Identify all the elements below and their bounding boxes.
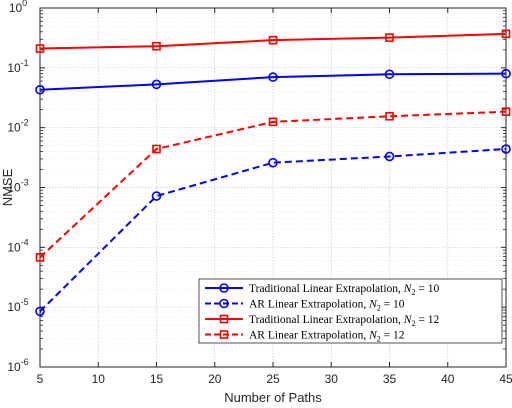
data-point-circle xyxy=(501,144,511,154)
data-point-square xyxy=(35,253,45,262)
y-axis-label: NMSE xyxy=(0,168,15,206)
data-point-square xyxy=(268,35,278,45)
legend-marker-circle xyxy=(219,298,229,309)
x-tick-label: 40 xyxy=(441,372,455,386)
y-tick-label: 10-1 xyxy=(7,58,28,75)
data-point-square xyxy=(35,44,45,53)
series-line xyxy=(39,110,507,259)
series-2 xyxy=(35,144,511,317)
y-tick-label: 10-5 xyxy=(7,297,28,314)
x-tick-label: 45 xyxy=(499,372,512,386)
series-layer xyxy=(35,29,511,317)
x-axis-label: Number of Paths xyxy=(224,390,322,405)
y-tick-labels: 10-6 10-5 10-4 10-3 10-2 10-1 100 xyxy=(7,0,28,374)
data-point-circle xyxy=(501,68,511,79)
series-1 xyxy=(35,68,511,95)
axis-ticks xyxy=(39,7,507,368)
series-3 xyxy=(35,29,511,53)
x-tick-label: 25 xyxy=(266,372,280,386)
legend-marker-circle xyxy=(219,283,229,293)
legend-label: AR Linear Extrapolation, N2 = 10 xyxy=(249,299,405,313)
y-tick-label: 100 xyxy=(9,0,27,15)
legend-box xyxy=(198,278,503,344)
legend-label: AR Linear Extrapolation, N2 = 12 xyxy=(249,330,405,344)
data-point-square xyxy=(152,144,161,154)
x-tick-label: 15 xyxy=(150,372,164,386)
legend: Traditional Linear Extrapolation, N2 = 1… xyxy=(198,278,503,344)
data-point-square xyxy=(501,107,511,116)
y-tick-label: 10-3 xyxy=(7,178,28,195)
series-line xyxy=(39,32,507,50)
data-point-square xyxy=(385,33,394,42)
data-point-circle xyxy=(35,306,45,317)
data-point-circle xyxy=(268,157,278,168)
data-point-square xyxy=(152,41,161,51)
series-4 xyxy=(35,107,511,262)
y-tick-label: 10-4 xyxy=(7,237,28,254)
data-point-circle xyxy=(384,69,395,80)
data-point-circle xyxy=(151,191,162,201)
x-tick-label: 5 xyxy=(37,372,44,386)
data-point-square xyxy=(385,111,394,121)
series-line xyxy=(39,72,507,91)
legend-marker-square xyxy=(219,330,229,339)
legend-marker-square xyxy=(219,314,229,324)
series-line xyxy=(39,148,507,313)
data-point-square xyxy=(268,117,278,127)
x-tick-label: 20 xyxy=(208,372,222,386)
data-point-square xyxy=(501,29,511,39)
data-point-circle xyxy=(268,72,278,82)
y-tick-label: 10-2 xyxy=(7,118,28,135)
x-tick-label: 30 xyxy=(325,372,339,386)
y-tick-label: 10-6 xyxy=(7,357,28,374)
data-point-circle xyxy=(384,151,395,162)
x-tick-labels: 5 10 15 20 25 30 35 40 45 xyxy=(37,372,512,386)
x-tick-label: 35 xyxy=(383,372,397,386)
data-point-circle xyxy=(151,79,162,90)
x-tick-label: 10 xyxy=(92,372,106,386)
legend-label: Traditional Linear Extrapolation, N2 = 1… xyxy=(249,283,439,297)
legend-label: Traditional Linear Extrapolation, N2 = 1… xyxy=(249,314,439,328)
data-point-circle xyxy=(35,84,45,95)
